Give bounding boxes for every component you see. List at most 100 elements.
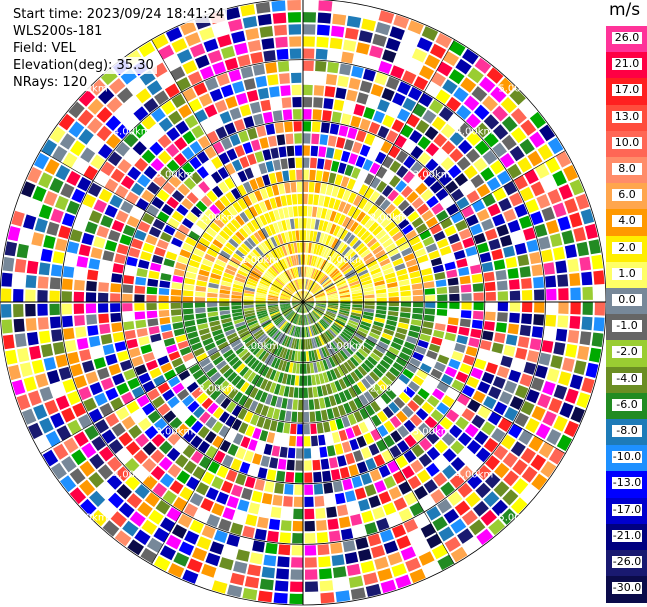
velocity-gate [134, 157, 149, 172]
velocity-gate [418, 92, 433, 108]
velocity-gate [431, 202, 444, 215]
velocity-gate [177, 513, 193, 528]
velocity-gate [45, 430, 61, 447]
velocity-gate [129, 511, 146, 527]
velocity-gate [179, 249, 191, 259]
velocity-gate [258, 162, 268, 175]
velocity-gate [170, 309, 182, 316]
velocity-gate [33, 404, 48, 420]
azimuth-spoke [40, 150, 304, 303]
velocity-gate [147, 318, 159, 327]
velocity-gate [337, 404, 347, 416]
velocity-gate [378, 60, 393, 75]
velocity-gate [93, 172, 109, 187]
velocity-gate [300, 339, 303, 350]
velocity-gate [25, 275, 37, 288]
velocity-gate [31, 359, 45, 374]
velocity-gate [376, 302, 387, 306]
velocity-gate [210, 273, 222, 280]
velocity-gate [243, 397, 253, 410]
velocity-gate [272, 12, 287, 24]
velocity-gate [363, 290, 375, 296]
velocity-gate [314, 323, 321, 334]
velocity-gate [399, 317, 410, 324]
velocity-gate [353, 103, 365, 117]
velocity-gate [303, 293, 311, 302]
velocity-gate [303, 339, 306, 350]
velocity-gate [303, 327, 305, 338]
velocity-gate [332, 406, 341, 418]
velocity-gate [67, 351, 80, 365]
velocity-gate [223, 272, 234, 280]
velocity-gate [217, 254, 229, 263]
velocity-gate [316, 422, 324, 434]
velocity-gate [537, 393, 551, 409]
velocity-gate [372, 245, 384, 255]
velocity-gate [343, 39, 357, 52]
velocity-gate [396, 535, 411, 550]
velocity-gate [117, 350, 130, 362]
velocity-gate [382, 170, 395, 183]
velocity-gate [132, 123, 147, 139]
velocity-gate [377, 424, 389, 437]
velocity-gate [239, 366, 249, 377]
velocity-gate [234, 145, 246, 158]
velocity-gate [89, 382, 103, 396]
velocity-gate [128, 347, 141, 358]
velocity-gate [207, 347, 219, 356]
velocity-gate [356, 330, 367, 338]
velocity-gate [267, 298, 278, 301]
velocity-gate [422, 274, 434, 282]
velocity-gate [375, 249, 386, 259]
velocity-gate [370, 176, 381, 189]
velocity-gate [547, 137, 564, 155]
velocity-gate [343, 361, 353, 372]
velocity-gate [342, 189, 352, 202]
velocity-gate [171, 282, 183, 290]
velocity-gate [294, 280, 299, 290]
velocity-gate [232, 433, 244, 445]
velocity-gate [138, 417, 152, 431]
velocity-gate [326, 370, 333, 382]
velocity-gate [274, 279, 284, 288]
velocity-gate [283, 288, 293, 295]
velocity-gate [283, 257, 290, 268]
velocity-gate [276, 48, 289, 60]
velocity-gate [246, 281, 257, 287]
velocity-gate [368, 387, 379, 399]
velocity-gate [377, 254, 389, 263]
velocity-gate [314, 398, 320, 410]
velocity-gate [170, 289, 182, 296]
velocity-gate [339, 244, 348, 254]
velocity-gate [112, 263, 124, 274]
velocity-gate [512, 478, 529, 495]
velocity-gate [78, 414, 93, 429]
velocity-gate [227, 371, 238, 383]
velocity-gate [115, 466, 131, 482]
velocity-gate [356, 435, 367, 448]
velocity-gate [324, 314, 334, 321]
velocity-gate [352, 525, 366, 538]
velocity-gate [138, 336, 150, 346]
velocity-gate [357, 227, 367, 238]
velocity-gate [260, 242, 270, 253]
velocity-gate [255, 176, 265, 188]
velocity-gate [267, 327, 277, 336]
velocity-gate [265, 160, 275, 173]
velocity-gate [49, 177, 64, 194]
velocity-gate [148, 226, 162, 238]
velocity-gate [327, 61, 339, 74]
velocity-gate [172, 275, 184, 283]
velocity-gate [283, 496, 293, 507]
velocity-gate [359, 272, 370, 280]
velocity-gate [346, 234, 356, 245]
velocity-gate [308, 387, 313, 398]
velocity-gate [296, 363, 300, 374]
velocity-gate [292, 299, 303, 302]
velocity-gate [314, 289, 323, 296]
velocity-gate [398, 352, 411, 362]
velocity-gate [440, 347, 452, 357]
velocity-gate [93, 199, 107, 213]
velocity-gate [417, 339, 429, 349]
velocity-gate [270, 343, 279, 354]
